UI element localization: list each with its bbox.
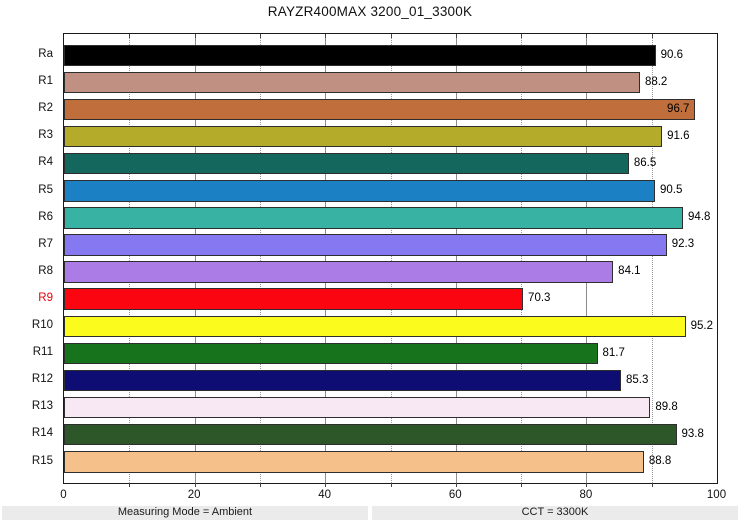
gridline-major-60: [455, 34, 457, 483]
bar-value-r13: 89.8: [655, 400, 678, 413]
bar-value-r11: 81.7: [602, 346, 625, 359]
bar-value-r10: 95.2: [690, 319, 714, 332]
axis-tick-bottom-90: [651, 483, 653, 487]
axis-tick-top-90: [651, 34, 653, 38]
axis-tick-top-50: [390, 34, 392, 38]
bar-r3: [64, 125, 663, 148]
row-label-r14: R14: [31, 427, 53, 440]
axis-tick-top-30: [259, 34, 261, 38]
row-label-r12: R12: [31, 373, 53, 386]
bar-r12: [64, 369, 621, 392]
x-tick-label-40: 40: [318, 489, 332, 501]
gridline-major-20: [194, 34, 196, 483]
bar-value-r8: 84.1: [618, 265, 641, 278]
axis-tick-bottom-20: [194, 483, 196, 487]
footer-cct: CCT = 3300K: [372, 506, 738, 520]
bar-r11: [64, 342, 598, 365]
bar-value-r12: 85.3: [626, 373, 649, 386]
axis-tick-bottom-80: [586, 483, 588, 487]
bar-r7: [64, 234, 667, 256]
bar-r13: [64, 396, 651, 419]
bar-r15: [64, 451, 644, 473]
bar-r5: [64, 180, 655, 202]
row-label-r9: R9: [38, 291, 53, 304]
plot-area: 90.6 88.2 96.7 91.6 86.5 90.5 94.8 92.3 84.1 70.3…: [63, 33, 718, 487]
row-label-r10: R10: [31, 319, 53, 331]
axis-tick-bottom-10: [129, 483, 131, 487]
x-tick-label-80: 80: [579, 489, 593, 501]
gridline-major-80: [586, 34, 588, 483]
bar-value-r6: 94.8: [688, 211, 711, 224]
gridline-minor-50: [390, 34, 392, 483]
bar-ra: [64, 44, 656, 66]
bar-value-r3: 91.6: [667, 129, 690, 142]
bar-r10: [64, 315, 686, 337]
axis-tick-top-10: [129, 34, 131, 38]
gridline-minor-10: [129, 34, 131, 483]
gridline-minor-70: [521, 34, 523, 483]
row-label-r6: R6: [38, 210, 53, 223]
bar-value-r9: 70.3: [528, 292, 551, 305]
axis-tick-bottom-30: [259, 483, 261, 487]
row-label-r15: R15: [31, 454, 53, 467]
x-tick-label-0: 0: [60, 489, 67, 501]
bar-value-r15: 88.8: [648, 455, 672, 467]
axis-tick-bottom-50: [390, 483, 392, 487]
axis-tick-top-40: [325, 34, 327, 38]
bar-r14: [64, 423, 677, 446]
row-label-r8: R8: [38, 264, 53, 277]
bar-value-r14: 93.8: [681, 427, 704, 440]
x-tick-label-20: 20: [187, 489, 201, 501]
row-label-r13: R13: [31, 400, 53, 413]
bar-value-r5: 90.5: [659, 184, 683, 196]
bar-value-r2: 96.7: [667, 102, 690, 115]
chart-title: RAYZR400MAX 3200_01_3300K: [267, 4, 473, 19]
row-label-r3: R3: [38, 129, 53, 142]
gridline-minor-90: [651, 34, 653, 483]
gridline-major-40: [325, 34, 327, 483]
axis-tick-bottom-40: [325, 483, 327, 487]
bar-r8: [64, 261, 614, 283]
row-label-r4: R4: [38, 156, 53, 169]
bar-r2: [64, 98, 696, 121]
row-label-r1: R1: [38, 75, 53, 88]
bar-value-r4: 86.5: [633, 156, 657, 169]
row-label-r2: R2: [38, 102, 53, 115]
axis-tick-top-70: [521, 34, 523, 38]
row-label-r11: R11: [32, 346, 53, 359]
bar-r9: [64, 288, 524, 310]
axis-tick-bottom-70: [521, 483, 523, 487]
row-label-ra: Ra: [38, 48, 53, 60]
bar-value-r7: 92.3: [671, 238, 695, 251]
gridline-minor-30: [259, 34, 261, 483]
bar-r6: [64, 207, 684, 229]
axis-tick-bottom-60: [455, 483, 457, 487]
axis-tick-top-80: [586, 34, 588, 38]
axis-tick-top-60: [455, 34, 457, 38]
axis-tick-top-20: [194, 34, 196, 38]
bar-value-r1: 88.2: [644, 75, 668, 88]
bar-r4: [64, 152, 629, 175]
x-tick-label-100: 100: [706, 489, 727, 501]
bar-r1: [64, 71, 640, 94]
bar-value-ra: 90.6: [660, 48, 683, 61]
row-label-r5: R5: [38, 183, 53, 196]
row-label-r7: R7: [38, 237, 53, 250]
footer-measuring-mode: Measuring Mode = Ambient: [2, 506, 368, 520]
x-tick-label-60: 60: [448, 489, 462, 501]
